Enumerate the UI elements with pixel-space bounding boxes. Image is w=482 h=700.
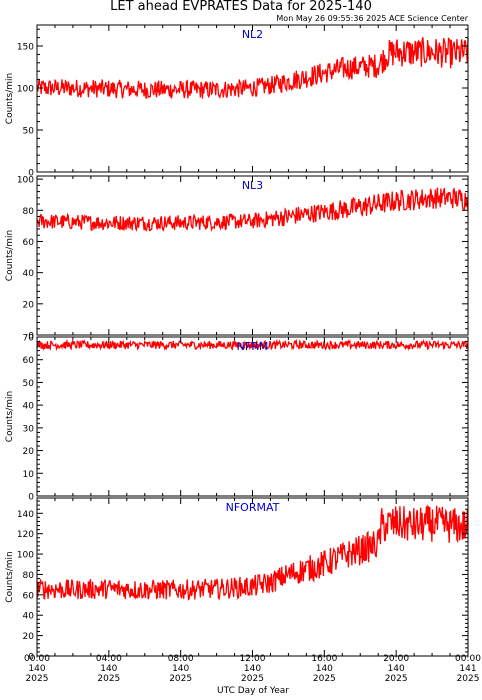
timestamp: Mon May 26 09:55:36 2025 ACE Science Cen… [276,14,468,23]
panel-label: NL3 [242,179,263,192]
x-tick-label: 00:00 [455,654,481,664]
x-tick-label: 140 [244,664,261,674]
y-tick-label: 0 [28,332,34,342]
y-tick-label: 0 [28,653,34,663]
y-axis-label: Counts/min [5,391,15,442]
x-tick-label: 2025 [313,674,336,684]
panel-nl2: 0 50 100 150 NL2 Counts/min [5,24,469,179]
y-tick-label: 50 [23,127,35,137]
x-tick-label: 08:00 [168,654,194,664]
y-tick-label: 20 [23,632,35,642]
y-tick-label: 60 [23,238,35,248]
y-tick-label: 80 [23,207,35,217]
y-tick-label: 80 [23,571,35,581]
y-axis-label: Counts/min [5,73,15,124]
y-tick-label: 10 [23,470,35,480]
series-line-nfrm [36,338,469,352]
y-tick-label: 100 [17,176,34,186]
panel-nformat: 0 20 40 60 80 100 120 140 NFORMAT Counts/min [5,497,469,663]
y-axis-label: Counts/min [5,230,15,281]
y-tick-label: 100 [17,85,34,95]
y-axis-label: Counts/min [5,551,15,602]
series-line-nl2 [36,36,469,99]
panel-label: NFORMAT [226,501,280,514]
x-tick-label: 2025 [241,674,264,684]
x-tick-label: 2025 [385,674,408,684]
x-tick-label: 04:00 [96,654,122,664]
y-tick-label: 40 [23,402,35,412]
x-tick-label: 2025 [457,674,480,684]
x-tick-label: 20:00 [383,654,409,664]
x-tick-label: 12:00 [240,654,266,664]
panel-frame [36,336,469,497]
y-tick-label: 120 [17,530,34,540]
y-tick-label: 100 [17,551,34,561]
x-tick-label: 2025 [26,674,49,684]
x-axis-label: UTC Day of Year [217,686,289,696]
y-tick-label: 30 [23,424,35,434]
panel-label: NFRM [237,340,269,353]
x-tick-label: 140 [388,664,405,674]
y-tick-label: 60 [23,591,35,601]
x-tick-label: 140 [28,664,45,674]
series-line-nl3 [36,187,469,232]
y-tick-label: 140 [17,510,34,520]
y-tick-label: 0 [28,493,34,503]
panel-nfrm: 0 10 20 30 40 50 60 70 NFRM Counts/min [5,334,469,503]
x-tick-label: 140 [316,664,333,674]
series-line-nformat [36,504,469,601]
y-tick-label: 150 [17,43,34,53]
x-tick-label: 2025 [97,674,120,684]
x-tick-label: 140 [172,664,189,674]
panel-label: NL2 [242,28,263,41]
x-tick-label: 2025 [169,674,192,684]
x-tick-label: 141 [459,664,476,674]
x-tick-label: 140 [100,664,117,674]
y-tick-label: 50 [23,379,35,389]
y-tick-label: 60 [23,356,35,366]
x-tick-label: 16:00 [311,654,337,664]
y-tick-label: 20 [23,300,35,310]
chart-title: LET ahead EVPRATES Data for 2025-140 [110,0,372,14]
y-tick-label: 70 [23,334,35,344]
panel-nl3: 0 20 40 60 80 100 NL3 Counts/min [5,175,469,342]
y-tick-label: 40 [23,269,35,279]
x-tick-label: 00:00 [24,654,50,664]
y-tick-label: 40 [23,612,35,622]
y-tick-label: 20 [23,447,35,457]
y-tick-label: 0 [28,169,34,179]
x-axis-labels: 00:00140202504:00140202508:00140202512:0… [24,654,481,684]
